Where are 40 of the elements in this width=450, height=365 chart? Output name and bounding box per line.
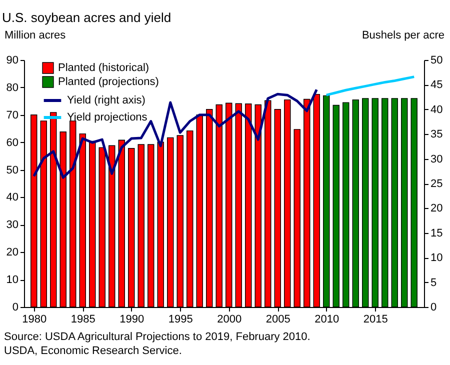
chart-title: U.S. soybean acres and yield: [2, 10, 172, 25]
y-tick-label: 90: [6, 54, 18, 66]
y2-tick-label: 10: [430, 252, 443, 264]
y2-tick-label: 20: [430, 202, 443, 215]
y2-tick-label: 50: [430, 54, 443, 66]
y2-axis-title: Bushels per acre: [362, 30, 444, 42]
line-series: [32, 88, 318, 179]
source-note: Source: USDA Agricultural Projections to 2019, February 2010.: [4, 331, 310, 343]
legend-label: Planted (projections): [58, 76, 159, 88]
y2-tick-label: 45: [430, 79, 443, 92]
y2-tick-label: 25: [430, 178, 443, 190]
y-tick-label: 80: [6, 82, 18, 94]
y-tick-label: 50: [6, 164, 18, 176]
y-tick-label: 10: [6, 274, 18, 286]
legend-label: Yield (right axis): [67, 94, 146, 106]
y2-tick-label: 5: [430, 276, 437, 289]
y2-tick-label: 30: [430, 153, 443, 166]
y-tick-label: 60: [6, 136, 18, 149]
y-tick-label: 70: [6, 109, 18, 122]
y-axis-title: Million acres: [4, 30, 66, 42]
x-tick-label: 2005: [266, 314, 290, 326]
legend-label: Yield projections: [67, 112, 148, 124]
x-tick-label: 1985: [70, 314, 96, 326]
line-series: [325, 76, 416, 96]
y-tick-label: 40: [6, 192, 18, 204]
y-tick-label: 30: [6, 219, 18, 232]
y-tick-label: 20: [6, 246, 18, 259]
y2-tick-label: 35: [430, 128, 443, 141]
x-tick-label: 2015: [363, 314, 388, 326]
legend-label: Planted (historical): [58, 62, 150, 74]
text: USDA, Economic Research Service.: [4, 345, 182, 357]
y2-tick-label: 15: [430, 227, 443, 240]
y2-tick-label: 0: [430, 302, 437, 314]
x-tick-label: 2000: [217, 314, 242, 326]
x-tick-label: 2010: [314, 314, 340, 326]
x-tick-label: 1995: [168, 314, 193, 326]
y-tick-label: 0: [12, 302, 18, 314]
x-tick-label: 1990: [120, 314, 144, 326]
x-tick-label: 1980: [22, 314, 47, 326]
y2-tick-label: 40: [430, 104, 443, 116]
